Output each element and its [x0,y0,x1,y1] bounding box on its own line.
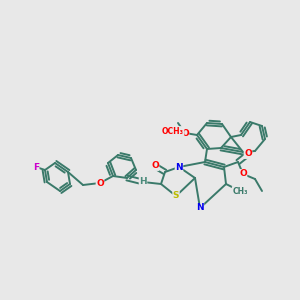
Text: H: H [139,178,147,187]
Text: O: O [151,161,159,170]
Text: CH₃: CH₃ [232,187,248,196]
Text: O: O [239,169,247,178]
Text: O: O [181,128,189,137]
Text: OCH₃: OCH₃ [162,127,184,136]
Text: O: O [244,149,252,158]
Text: O: O [96,178,104,188]
Text: S: S [173,191,179,200]
Text: N: N [196,203,204,212]
Text: F: F [33,163,39,172]
Text: N: N [175,163,183,172]
